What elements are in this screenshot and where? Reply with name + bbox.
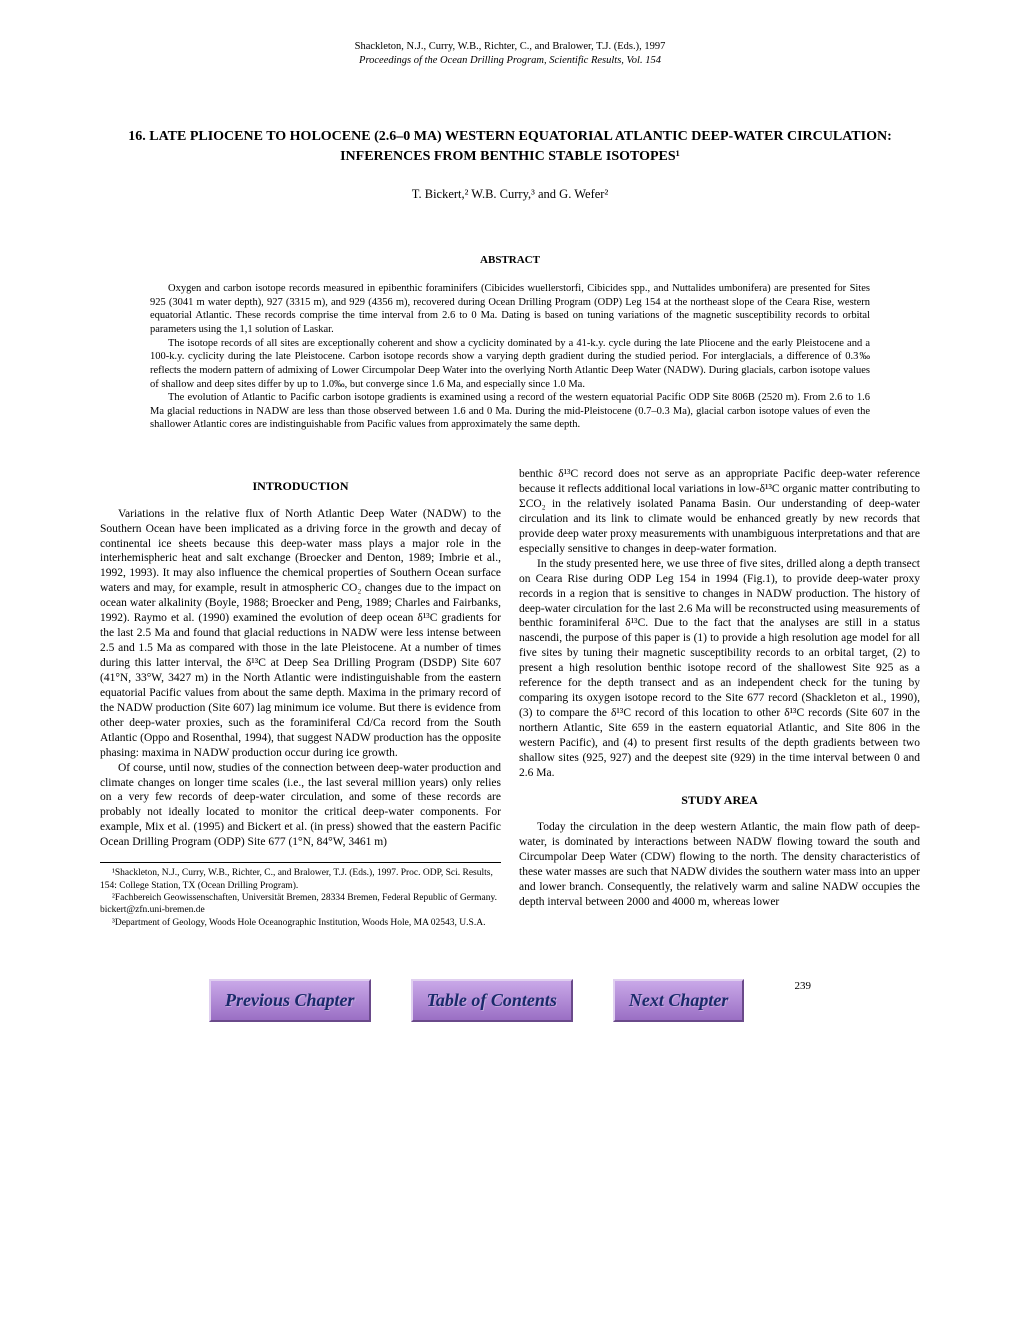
citation-line-1: Shackleton, N.J., Curry, W.B., Richter, … — [100, 40, 920, 54]
nav-buttons: Previous Chapter Table of Contents Next … — [100, 979, 920, 1022]
introduction-heading: INTRODUCTION — [100, 479, 501, 495]
footnotes: ¹Shackleton, N.J., Curry, W.B., Richter,… — [100, 862, 501, 929]
intro-p2: Of course, until now, studies of the con… — [100, 761, 501, 851]
abstract-p1: Oxygen and carbon isotope records measur… — [150, 282, 870, 337]
footnote-2: ²Fachbereich Geowissenschaften, Universi… — [100, 892, 501, 917]
footnote-1: ¹Shackleton, N.J., Curry, W.B., Richter,… — [100, 867, 501, 892]
intro-p4: In the study presented here, we use thre… — [519, 557, 920, 781]
abstract-p3: The evolution of Atlantic to Pacific car… — [150, 391, 870, 432]
table-of-contents-button[interactable]: Table of Contents — [411, 979, 573, 1022]
next-chapter-button[interactable]: Next Chapter — [613, 979, 745, 1022]
intro-p1: Variations in the relative flux of North… — [100, 507, 501, 761]
abstract-p2: The isotope records of all sites are exc… — [150, 337, 870, 392]
header-citation: Shackleton, N.J., Curry, W.B., Richter, … — [100, 40, 920, 67]
footnote-3: ³Department of Geology, Woods Hole Ocean… — [100, 917, 501, 929]
study-area-heading: STUDY AREA — [519, 793, 920, 809]
abstract-block: Oxygen and carbon isotope records measur… — [150, 282, 870, 432]
study-p1: Today the circulation in the deep wester… — [519, 820, 920, 910]
authors: T. Bickert,² W.B. Curry,³ and G. Wefer² — [100, 186, 920, 202]
page-number: 239 — [794, 979, 811, 993]
abstract-heading: ABSTRACT — [100, 253, 920, 267]
paper-title: 16. LATE PLIOCENE TO HOLOCENE (2.6–0 MA)… — [100, 127, 920, 166]
previous-chapter-button[interactable]: Previous Chapter — [209, 979, 371, 1022]
citation-line-2: Proceedings of the Ocean Drilling Progra… — [100, 54, 920, 68]
intro-p3: benthic δ¹³C record does not serve as an… — [519, 467, 920, 557]
body-columns: INTRODUCTION Variations in the relative … — [100, 467, 920, 929]
